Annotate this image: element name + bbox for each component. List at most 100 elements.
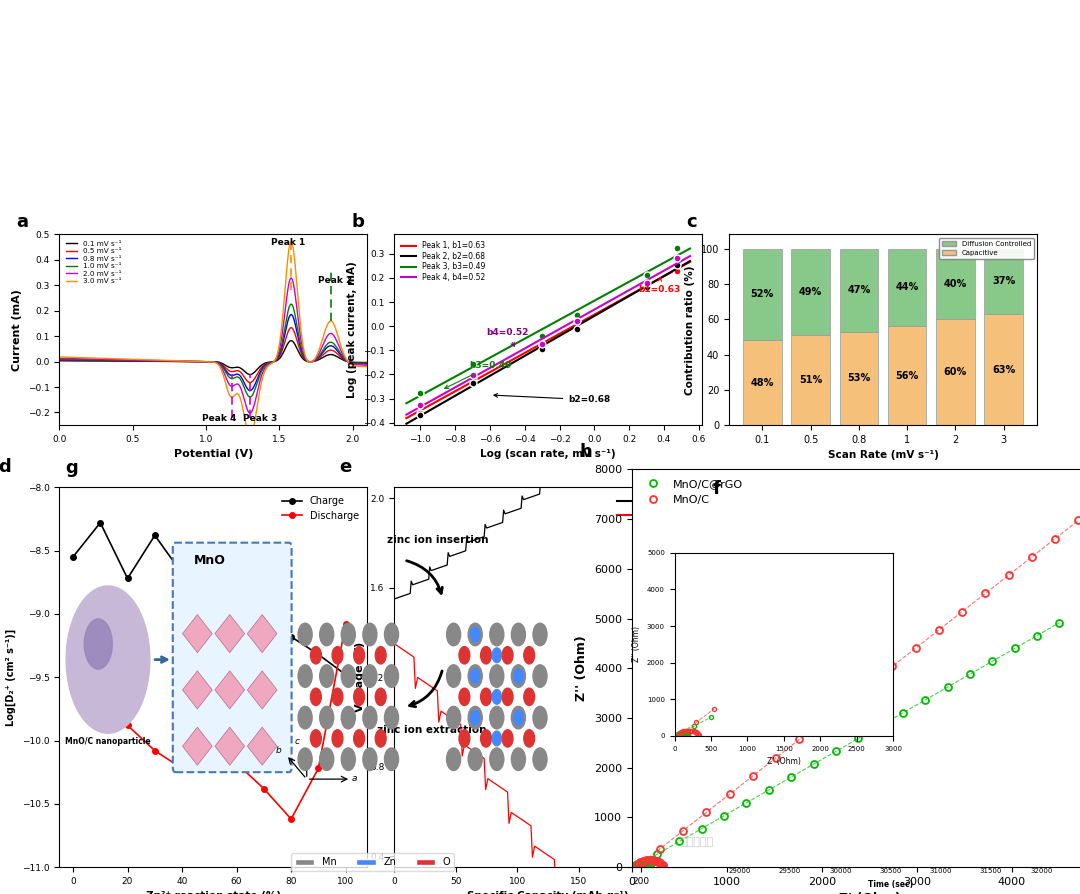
0.8 mV s⁻¹ [53, 354, 66, 365]
Discharge [339, 619, 352, 629]
MnO/C@rGO [629, 862, 642, 873]
Text: b1=0.63: b1=0.63 [638, 277, 680, 294]
Discharge [67, 657, 80, 668]
Y-axis label: Voltage (V): Voltage (V) [700, 558, 708, 606]
Peak 2, b2=0.68 [546, 334, 559, 345]
Peak 2, b2=0.68 [465, 381, 478, 392]
MnO/C [657, 861, 670, 872]
Circle shape [320, 706, 334, 729]
MnO/C [638, 856, 651, 866]
Circle shape [490, 623, 504, 645]
Text: 37%: 37% [993, 276, 1015, 286]
MnO/C@rGO [631, 858, 644, 869]
MnO/C@rGO [807, 759, 820, 770]
Text: 44%: 44% [895, 283, 919, 292]
Polygon shape [183, 614, 213, 653]
0.5 mV s⁻¹ [232, 366, 245, 376]
3.0 mV s⁻¹ [285, 236, 298, 247]
Text: $\Delta E_s$: $\Delta E_s$ [1013, 790, 1025, 799]
2.0 mV s⁻¹ [249, 392, 262, 403]
MnO/C [640, 855, 653, 865]
0.5 mV s⁻¹ [240, 375, 253, 385]
Circle shape [341, 748, 355, 771]
Legend: Charge: Charge [743, 502, 793, 514]
Text: 47%: 47% [847, 285, 870, 295]
MnO/C [746, 771, 759, 781]
MnO/C@rGO [631, 859, 644, 870]
Discharge [312, 763, 325, 774]
Circle shape [447, 706, 461, 729]
MnO/C@rGO [643, 860, 656, 871]
0.1 mV s⁻¹ [249, 366, 262, 376]
Polygon shape [215, 614, 245, 653]
Circle shape [354, 688, 365, 705]
Ellipse shape [84, 619, 112, 669]
Text: g: g [65, 459, 78, 477]
MnO/C@rGO [696, 823, 708, 834]
Bar [984, 249, 1023, 314]
Charge [230, 561, 243, 571]
2.0 mV s⁻¹ [361, 359, 374, 370]
Text: Peak 3: Peak 3 [243, 414, 276, 423]
Charge [148, 530, 161, 541]
Charge [285, 631, 298, 642]
Polygon shape [247, 614, 278, 653]
Peak 3, b3=0.49 [400, 398, 413, 409]
0.1 mV s⁻¹ [71, 356, 84, 367]
0.5 mV s⁻¹ [244, 377, 257, 388]
Text: zinc ion extraction: zinc ion extraction [377, 725, 487, 735]
MnO/C@rGO [673, 836, 686, 847]
MnO/C@rGO [643, 860, 656, 871]
Text: Peak 1: Peak 1 [271, 238, 305, 247]
X-axis label: Time (sec): Time (sec) [868, 687, 913, 696]
0.8 mV s⁻¹ [240, 382, 253, 392]
1.0 mV s⁻¹ [244, 392, 257, 402]
MnO/C [956, 606, 969, 617]
MnO/C [770, 752, 783, 763]
Bar [888, 249, 927, 326]
Charge [67, 552, 80, 562]
Circle shape [363, 623, 377, 645]
Bar [888, 326, 927, 426]
MnO/C [631, 861, 644, 872]
MnO/C [631, 860, 644, 871]
MnO/C [886, 661, 899, 671]
MnO/C@rGO [637, 858, 650, 869]
MnO/C [657, 860, 670, 871]
Text: 51%: 51% [799, 375, 822, 385]
MnO/C@rGO [643, 861, 656, 872]
Circle shape [384, 623, 399, 645]
3.0 mV s⁻¹ [232, 389, 245, 400]
Circle shape [459, 730, 470, 747]
2.0 mV s⁻¹ [319, 334, 332, 345]
MnO/C@rGO [1030, 630, 1043, 641]
2.0 mV s⁻¹ [232, 379, 245, 390]
Polygon shape [183, 727, 213, 765]
Text: 56%: 56% [895, 371, 919, 381]
MnO/C [656, 859, 669, 870]
Text: zinc ion insertion: zinc ion insertion [387, 535, 488, 544]
Line: Discharge: Discharge [70, 621, 349, 822]
2.0 mV s⁻¹ [285, 273, 298, 283]
1.0 mV s⁻¹ [319, 341, 332, 351]
MnO/C@rGO [635, 858, 648, 869]
X-axis label: Log (scan rate, mV s⁻¹): Log (scan rate, mV s⁻¹) [481, 450, 616, 460]
Circle shape [384, 706, 399, 729]
Circle shape [459, 646, 470, 664]
MnO/C [642, 855, 654, 865]
MnO/C@rGO [1053, 617, 1066, 628]
Circle shape [447, 623, 461, 645]
0.5 mV s⁻¹ [285, 322, 298, 333]
Circle shape [376, 646, 387, 664]
Charge [176, 568, 189, 578]
Text: Peak 2: Peak 2 [318, 275, 352, 284]
Text: 49%: 49% [799, 287, 822, 297]
Y-axis label: Log[D₂⁺ (cm² s⁻¹)]: Log[D₂⁺ (cm² s⁻¹)] [6, 628, 16, 726]
Circle shape [298, 748, 312, 771]
Circle shape [471, 669, 480, 683]
MnO/C@rGO [650, 849, 663, 860]
MnO/C@rGO [639, 858, 652, 869]
Circle shape [363, 706, 377, 729]
0.5 mV s⁻¹ [361, 358, 374, 368]
MnO/C@rGO [740, 797, 753, 808]
